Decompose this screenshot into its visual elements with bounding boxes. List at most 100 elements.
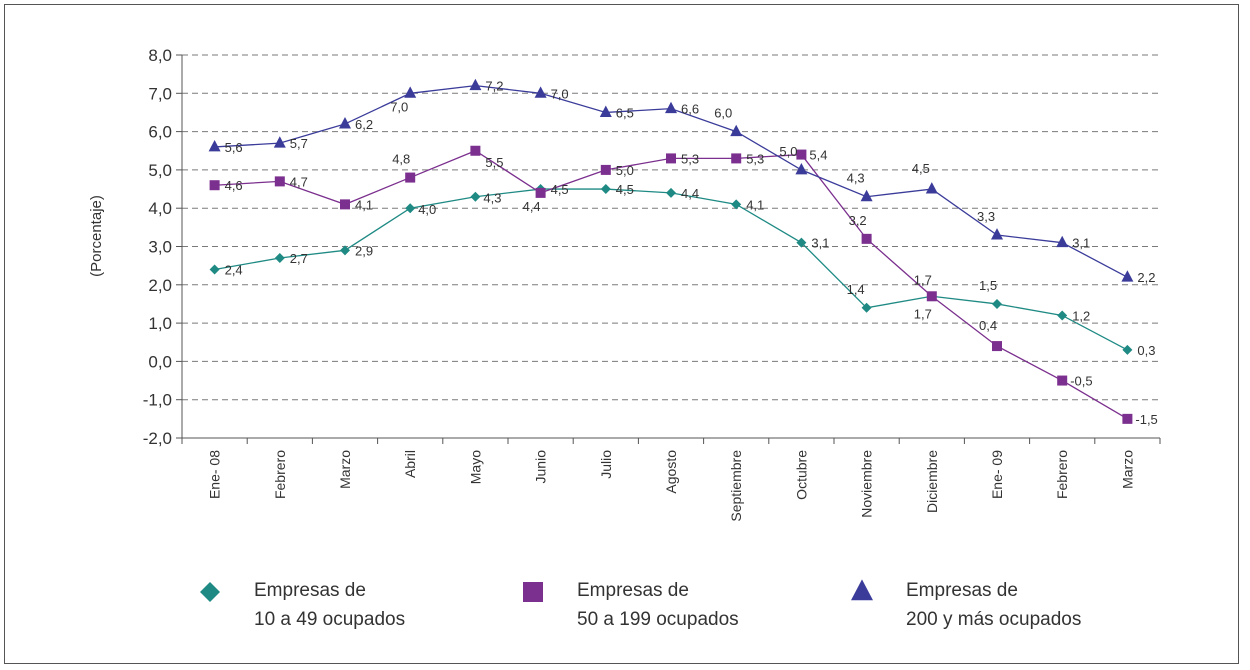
x-tick-label: Octubre bbox=[793, 450, 809, 500]
y-axis-title: (Porcentaje) bbox=[88, 195, 105, 277]
x-tick-label: Abril bbox=[402, 450, 418, 478]
triangle-marker-icon bbox=[851, 579, 873, 601]
data-label: 5,5 bbox=[485, 155, 503, 170]
data-point bbox=[731, 153, 742, 164]
data-label: 4,6 bbox=[225, 178, 243, 193]
data-point bbox=[796, 149, 807, 160]
data-label: 0,4 bbox=[979, 318, 997, 333]
data-point bbox=[405, 172, 416, 183]
data-point bbox=[1122, 413, 1133, 424]
data-label: 5,6 bbox=[225, 140, 243, 155]
data-point bbox=[1057, 375, 1068, 386]
data-point bbox=[599, 105, 612, 117]
x-tick-label: Ene- 08 bbox=[207, 450, 223, 499]
square-marker-icon bbox=[523, 582, 543, 602]
data-label: 7,0 bbox=[551, 86, 569, 101]
x-tick-label: Septiembre bbox=[728, 450, 744, 522]
data-label: 4,3 bbox=[847, 171, 865, 186]
data-label: 4,5 bbox=[912, 161, 930, 176]
legend-label-line1: Empresas de bbox=[254, 580, 366, 601]
y-tick-label: 5,0 bbox=[148, 161, 172, 180]
data-point bbox=[925, 182, 938, 194]
x-tick-label: Agosto bbox=[663, 450, 679, 494]
data-label: 2,7 bbox=[290, 251, 308, 266]
legend-label-line2: 50 a 199 ocupados bbox=[577, 609, 739, 630]
y-tick-label: 3,0 bbox=[148, 238, 172, 257]
data-point bbox=[926, 291, 937, 302]
data-label: 4,1 bbox=[746, 197, 764, 212]
data-label: 3,1 bbox=[1072, 236, 1090, 251]
data-label: 1,7 bbox=[914, 306, 932, 321]
data-label: 4,3 bbox=[483, 191, 501, 206]
data-point bbox=[992, 298, 1002, 309]
axes: -2,0 -1,0 0,0 1,0 2,0 3,0 4,0 5,0 6,0 7,0 8,0 Ene- … bbox=[143, 46, 1161, 522]
y-tick-label: 8,0 bbox=[148, 46, 172, 65]
data-label: 5,0 bbox=[616, 163, 634, 178]
data-label: 4,8 bbox=[392, 152, 410, 167]
data-point bbox=[666, 153, 676, 164]
data-label: 4,7 bbox=[290, 174, 308, 189]
data-label: 2,9 bbox=[355, 243, 373, 258]
data-label: 3,3 bbox=[977, 209, 995, 224]
x-tick-label: Marzo bbox=[337, 450, 353, 489]
data-point bbox=[470, 145, 481, 156]
x-tick-label: Mayo bbox=[467, 450, 483, 484]
data-point bbox=[209, 264, 220, 275]
data-label: 1,2 bbox=[1072, 308, 1090, 323]
legend-item: Empresas de 200 y más ocupados bbox=[851, 579, 1081, 630]
data-point bbox=[1057, 310, 1068, 321]
data-label: 5,0 bbox=[779, 144, 797, 159]
data-label: 5,7 bbox=[290, 136, 308, 151]
data-labels: 2,4 2,7 2,9 4,0 4,3 4,5 4,5 4,4 4,1 3,1 1,4 1,7 1,5 1… bbox=[225, 79, 1158, 427]
data-point bbox=[469, 78, 482, 91]
data-point bbox=[470, 191, 481, 202]
legend-item: Empresas de 10 a 49 ocupados bbox=[200, 580, 405, 630]
x-tick-label: Diciembre bbox=[924, 450, 940, 513]
data-point bbox=[340, 245, 350, 256]
data-label: 6,6 bbox=[681, 102, 699, 117]
y-tick-label: -1,0 bbox=[143, 391, 172, 410]
x-tick-label: Febrero bbox=[272, 450, 288, 499]
data-point bbox=[600, 164, 611, 175]
y-tick-label: 4,0 bbox=[148, 199, 172, 218]
data-point bbox=[795, 163, 808, 175]
data-label: 5,4 bbox=[809, 148, 827, 163]
data-point bbox=[339, 117, 351, 129]
diamond-marker-icon bbox=[200, 582, 220, 602]
y-tick-label: -2,0 bbox=[143, 429, 172, 448]
x-tick-label: Junio bbox=[533, 450, 549, 484]
data-point bbox=[600, 184, 611, 195]
data-label: 4,0 bbox=[418, 202, 436, 217]
data-point bbox=[404, 86, 417, 98]
data-label: 1,4 bbox=[847, 282, 865, 297]
legend: Empresas de 10 a 49 ocupados Empresas de 50… bbox=[200, 579, 1081, 630]
data-label: 6,5 bbox=[616, 105, 634, 120]
data-label: 6,2 bbox=[355, 117, 373, 132]
data-label: 5,3 bbox=[746, 151, 764, 166]
x-tick-label: Marzo bbox=[1119, 450, 1135, 489]
data-point bbox=[991, 228, 1003, 240]
x-tick-label: Noviembre bbox=[859, 450, 875, 518]
data-label: 3,2 bbox=[849, 213, 867, 228]
data-point bbox=[274, 176, 285, 187]
data-point bbox=[992, 341, 1002, 352]
legend-label-line1: Empresas de bbox=[577, 580, 689, 601]
data-label: 0,3 bbox=[1137, 343, 1155, 358]
data-label: 5,3 bbox=[681, 151, 699, 166]
x-tick-label: Julio bbox=[598, 450, 614, 479]
data-point bbox=[340, 199, 350, 210]
y-tick-label: 2,0 bbox=[148, 276, 172, 295]
data-point bbox=[208, 140, 221, 152]
chart-frame bbox=[4, 4, 1239, 664]
data-label: -1,5 bbox=[1135, 412, 1157, 427]
y-tick-label: 6,0 bbox=[148, 123, 172, 142]
legend-label-line2: 10 a 49 ocupados bbox=[254, 609, 405, 630]
data-label: 4,1 bbox=[355, 197, 373, 212]
data-point bbox=[796, 237, 807, 248]
data-point bbox=[665, 101, 677, 114]
data-point bbox=[1122, 344, 1133, 355]
data-point bbox=[209, 180, 220, 191]
data-label: 3,1 bbox=[811, 236, 829, 251]
data-label: 1,5 bbox=[979, 278, 997, 293]
